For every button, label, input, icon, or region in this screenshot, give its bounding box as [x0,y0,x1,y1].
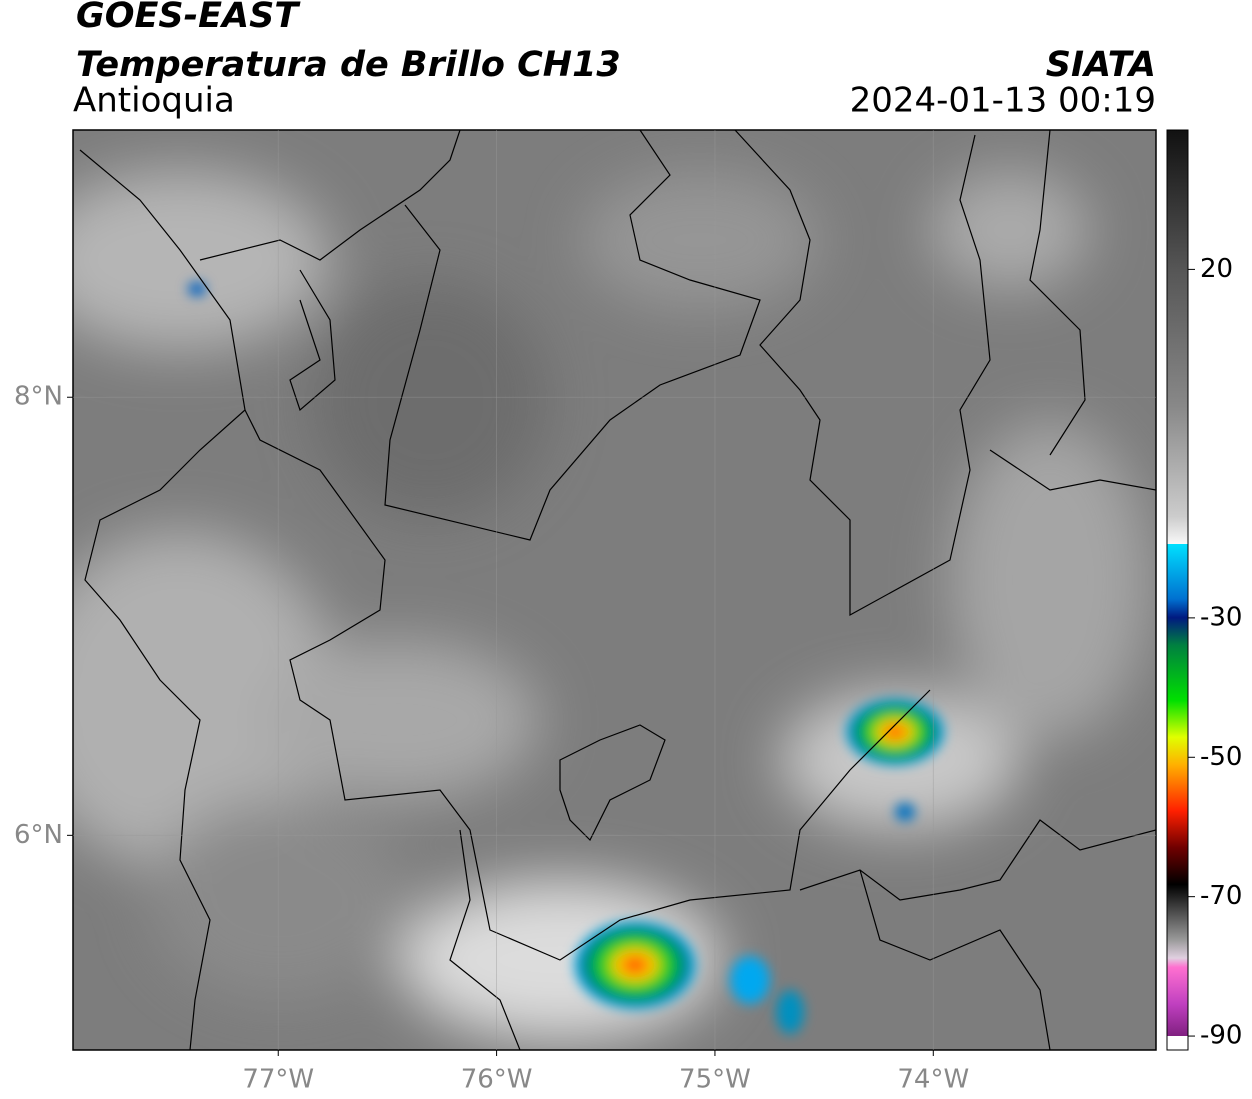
borders [79,130,1156,1050]
y-tick-label: 8°N [14,382,63,412]
colorbar [1166,129,1189,1051]
y-tick-label: 6°N [14,820,63,850]
datetime: 2024-01-13 00:19 [850,81,1156,121]
source: SIATA [1046,45,1156,85]
colorbar-tick-label: -70 [1200,881,1242,911]
x-tick-label: 75°W [679,1065,751,1095]
x-tick-label: 77°W [242,1065,314,1095]
title: GOES-EAST [76,0,301,36]
x-tick-label: 74°W [897,1065,969,1095]
map-image [73,130,1156,1050]
colorbar-tick-label: -30 [1200,602,1242,632]
region: Antioquia [73,81,235,121]
map-frame [72,129,1157,1051]
colorbar-tick-label: 20 [1200,254,1233,284]
colorbar-tick-label: -90 [1200,1021,1242,1051]
subtitle: Temperatura de Brillo CH13 [76,45,621,85]
x-tick-label: 76°W [461,1065,533,1095]
colorbar-tick-label: -50 [1200,742,1242,772]
